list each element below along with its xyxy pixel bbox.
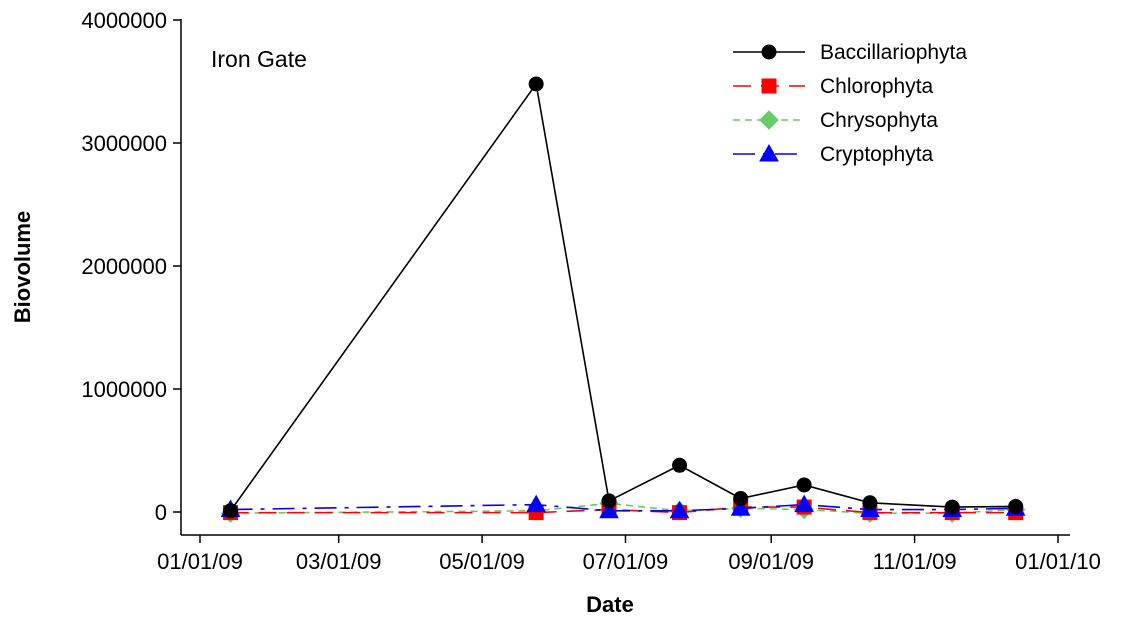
data-point [528,76,544,92]
legend-entry: Baccillariophyta [733,41,967,64]
x-axis-ticks: 01/01/09 03/01/09 05/01/09 07/01/09 09/01/09… [157,535,1101,574]
data-point [672,457,688,473]
site-annotation: Iron Gate [211,46,307,72]
axes [180,19,1070,536]
x-tick-label: 01/01/10 [1015,549,1101,574]
x-tick-label: 01/01/09 [157,549,243,574]
data-point [223,503,239,519]
data-point [944,499,960,515]
legend-label: Cryptophyta [820,143,934,166]
series-cryptophyta [220,494,1026,519]
legend-label: Chrysophyta [820,109,938,132]
data-point [601,493,617,509]
y-axis-title: Biovolume [10,211,35,323]
data-point [733,490,749,506]
y-tick-label: 1000000 [81,377,167,402]
legend-marker [759,110,779,130]
y-axis-ticks: 0 1000000 2000000 3000000 4000000 [81,8,181,525]
x-tick-label: 07/01/09 [583,549,669,574]
y-tick-label: 0 [155,500,167,525]
series-layer [220,76,1026,523]
legend-entry: Cryptophyta [733,143,934,166]
data-point [526,494,547,513]
series-baccillariophyta [223,76,1024,519]
legend-marker [759,143,779,162]
legend-label: Chlorophyta [820,75,934,98]
legend-entry: Chrysophyta [733,109,938,132]
x-tick-label: 05/01/09 [439,549,525,574]
legend-label: Baccillariophyta [820,41,967,64]
data-point [730,498,751,516]
y-tick-label: 4000000 [81,8,167,33]
x-tick-label: 09/01/09 [728,549,814,574]
data-point [796,477,812,493]
y-tick-label: 3000000 [81,131,167,156]
legend-marker [761,44,777,60]
legend-entry: Chlorophyta [733,75,934,98]
legend: Baccillariophyta Chlorophyta Chrysophyta Cr… [733,41,967,166]
y-tick-label: 2000000 [81,254,167,279]
legend-marker [761,78,777,94]
x-tick-label: 03/01/09 [296,549,382,574]
series-chrysophyta [220,493,1026,523]
data-point [794,494,814,513]
data-point [669,500,690,519]
data-point [599,500,619,519]
x-tick-label: 11/01/09 [873,549,957,574]
data-point [1008,498,1024,514]
data-point [862,495,878,511]
x-axis-title: Date [586,592,634,617]
